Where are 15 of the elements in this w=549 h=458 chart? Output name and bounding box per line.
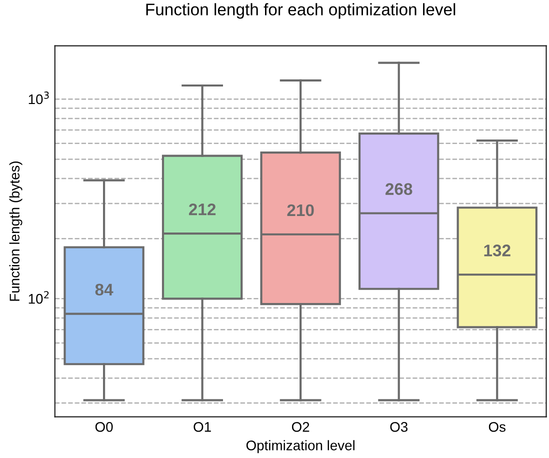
x-axis-title: Optimization level (246, 440, 354, 454)
text: 210 (287, 204, 314, 216)
chart-title: Function length for each optimization level (146, 3, 456, 19)
y-axis-title: Function length (bytes) (9, 162, 22, 301)
y-tick-label: 10$^{2}$ (28, 291, 49, 304)
x-tick-label: O1 (194, 422, 211, 432)
text: 212 (188, 203, 216, 216)
text: 268 (386, 183, 412, 195)
text: 84 (95, 284, 114, 296)
x-tick-label: O3 (390, 422, 408, 432)
x-tick-label: O2 (292, 422, 310, 432)
x-tick-label: O0 (95, 422, 113, 432)
y-tick-label: 10$^{3}$ (28, 92, 49, 104)
text: 132 (484, 244, 510, 256)
x-tick-label: Os (488, 422, 506, 432)
